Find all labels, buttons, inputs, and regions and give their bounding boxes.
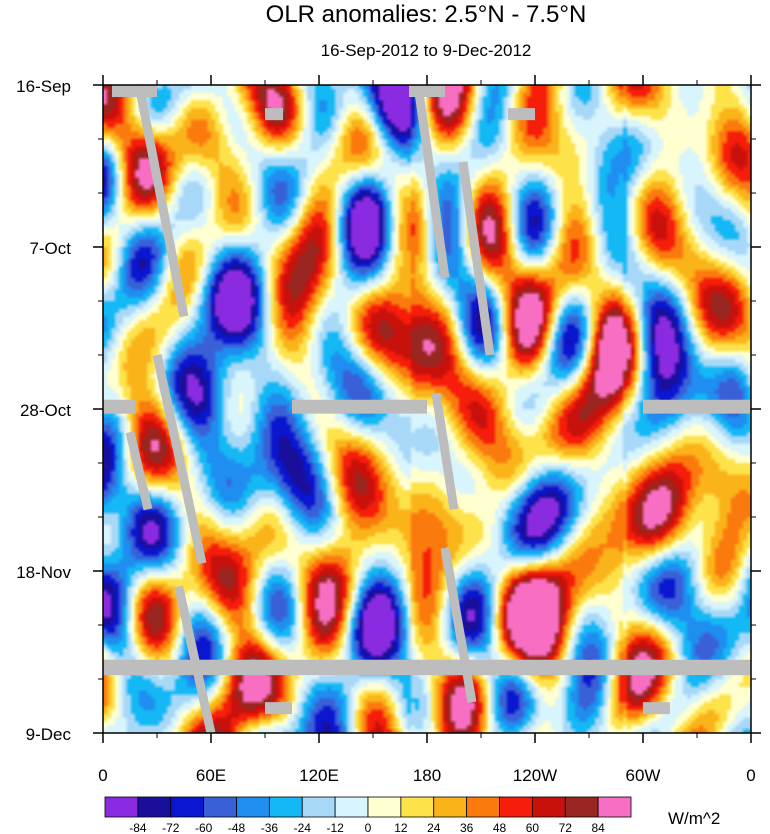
missing-data-row (643, 399, 751, 414)
colorbar-swatch (564, 796, 599, 818)
colorbar-level-label: -36 (261, 821, 279, 834)
axis-tick-labels: 0 60E 120E 180 120W 60W 0 16-Sep 7-Oct 28-Oct 18-N… (16, 77, 756, 785)
colorbar-swatch (137, 796, 172, 818)
y-tick-label: 7-Oct (29, 239, 71, 258)
colorbar-level-label: 0 (365, 821, 372, 834)
colorbar-swatch (367, 796, 402, 818)
colorbar-level-label: -24 (294, 821, 312, 834)
colorbar-level-label: 72 (559, 821, 573, 834)
colorbar-level-label: 84 (591, 821, 605, 834)
missing-data-row (103, 659, 751, 676)
colorbar-level-label: -12 (326, 821, 344, 834)
y-tick-label: 18-Nov (16, 563, 71, 582)
y-tick-label: 16-Sep (16, 77, 71, 96)
colorbar-swatch (268, 796, 303, 818)
colorbar-units: W/m^2 (668, 809, 720, 828)
colorbar-level-label: 48 (493, 821, 507, 834)
missing-data-block (508, 108, 535, 121)
colorbar-swatch (400, 796, 435, 818)
missing-data-swath (440, 547, 477, 703)
colorbar-level-label: 24 (427, 821, 441, 834)
colorbar-level-label: -84 (129, 821, 147, 834)
colorbar-level-label: -48 (228, 821, 246, 834)
missing-data-swath (413, 84, 450, 279)
colorbar-swatch (597, 796, 632, 818)
chart-title: OLR anomalies: 2.5°N - 7.5°N (266, 1, 587, 28)
missing-data-block (265, 702, 292, 715)
missing-data-swath (134, 84, 189, 318)
missing-data-block (265, 108, 283, 121)
x-tick-label: 180 (413, 766, 441, 785)
missing-data-block (112, 85, 157, 97)
colorbar-swatch (104, 796, 139, 818)
colorbar-level-label: 60 (526, 821, 540, 834)
x-tick-label: 60W (626, 766, 661, 785)
missing-data-swath (174, 585, 216, 734)
missing-data-block (643, 702, 670, 715)
missing-data-swath (458, 161, 495, 356)
colorbar-swatch (466, 796, 500, 818)
colorbar-swatch (531, 796, 566, 818)
y-tick-label: 28-Oct (20, 401, 71, 420)
colorbar-swatch (170, 796, 205, 818)
colorbar-level-label: 36 (460, 821, 474, 834)
missing-data-row (292, 399, 427, 414)
x-tick-label: 120E (299, 766, 339, 785)
missing-data-layer (103, 84, 751, 734)
x-tick-label: 0 (746, 766, 755, 785)
missing-data-swath (431, 392, 459, 510)
x-tick-label: 120W (513, 766, 557, 785)
missing-data-swath (125, 431, 153, 511)
missing-data-swath (152, 354, 207, 565)
x-tick-label: 60E (196, 766, 226, 785)
colorbar-swatch (334, 796, 369, 818)
colorbar-swatch (236, 796, 270, 818)
colorbar-level-label: -72 (162, 821, 180, 834)
colorbar-swatch (203, 796, 237, 818)
colorbar-swatch (499, 796, 533, 818)
missing-data-block (409, 85, 445, 97)
chart-subtitle: 16-Sep-2012 to 9-Dec-2012 (321, 41, 532, 60)
y-tick-label: 9-Dec (26, 725, 72, 744)
colorbar-level-label: -60 (195, 821, 213, 834)
colorbar-level-label: 12 (394, 821, 408, 834)
missing-data-row (103, 399, 136, 414)
colorbar-swatch (301, 796, 336, 818)
colorbar: -84 -72 -60 -48 -36 -24 -12 0 12 24 36 48 60 72 84 (104, 796, 632, 834)
x-tick-label: 0 (98, 766, 107, 785)
colorbar-swatch (433, 796, 468, 818)
axis-ticks (93, 75, 761, 743)
